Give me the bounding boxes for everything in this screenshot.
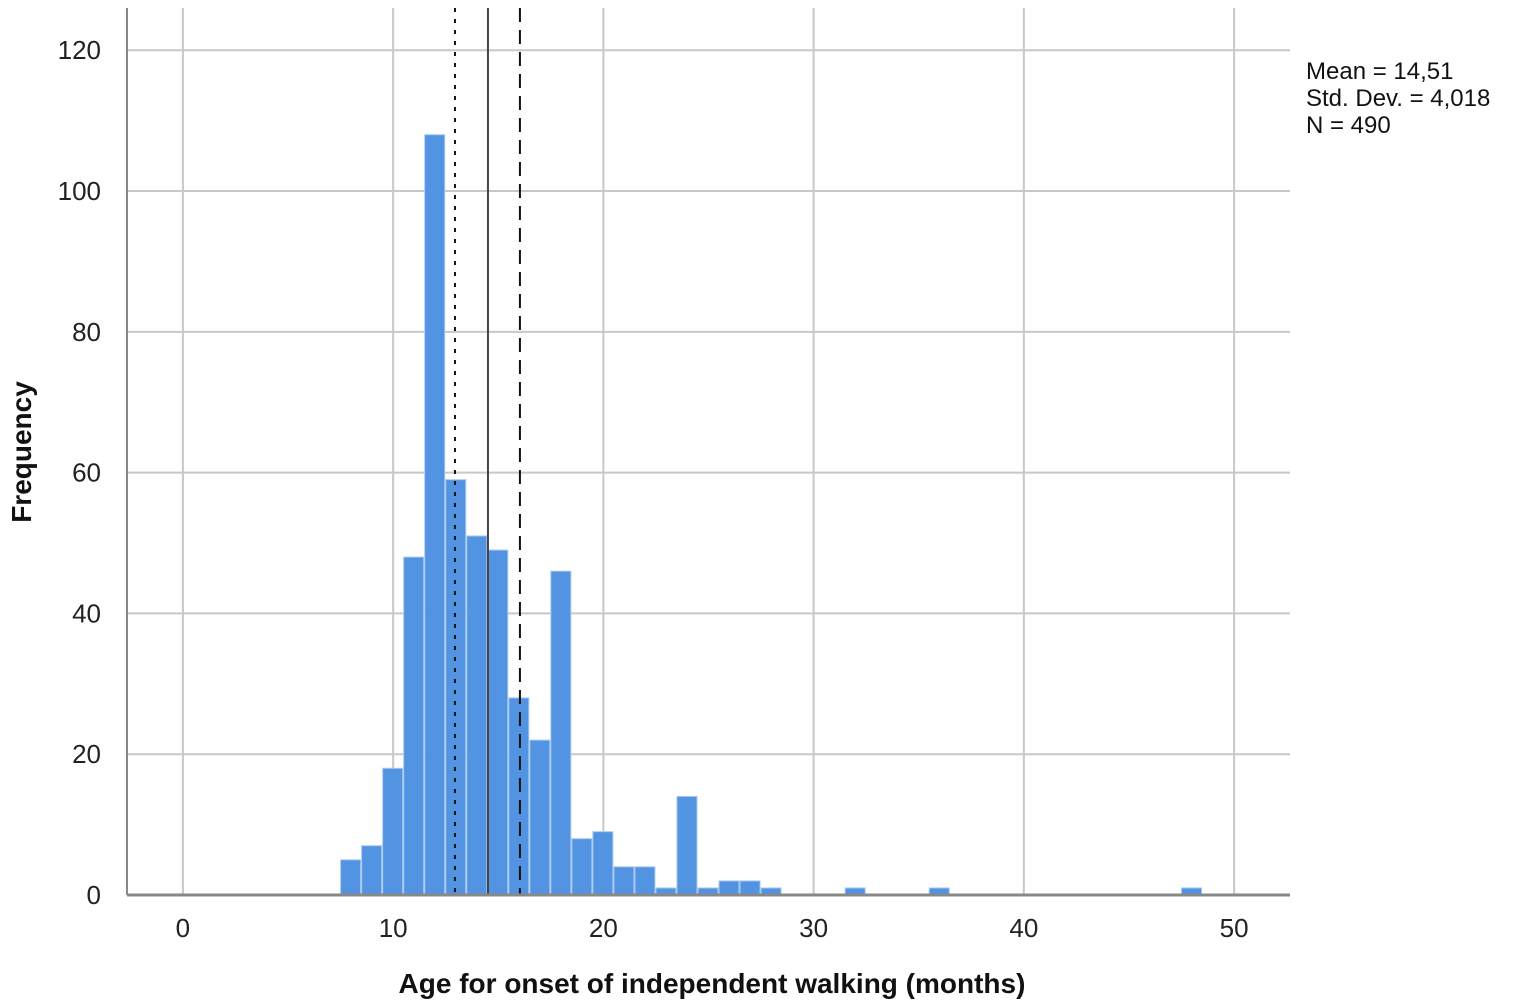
histogram-bar bbox=[592, 831, 614, 896]
x-tick-label: 20 bbox=[589, 913, 618, 943]
histogram-bar bbox=[718, 880, 740, 896]
x-tick-label: 10 bbox=[379, 913, 408, 943]
statistics-legend: Mean = 14,51 Std. Dev. = 4,018 N = 490 bbox=[1306, 58, 1490, 139]
histogram-bar bbox=[424, 134, 446, 896]
histogram-bar bbox=[403, 556, 425, 896]
histogram-bar bbox=[634, 866, 656, 896]
histogram-bar bbox=[382, 767, 404, 896]
stat-std-dev: Std. Dev. = 4,018 bbox=[1306, 85, 1491, 112]
histogram-bar bbox=[529, 739, 551, 896]
y-tick-label: 120 bbox=[58, 35, 101, 65]
x-tick-label: 0 bbox=[176, 913, 190, 943]
y-tick-label: 40 bbox=[72, 598, 101, 628]
gridlines bbox=[127, 8, 1290, 895]
x-tick-label: 50 bbox=[1220, 913, 1249, 943]
tick-labels: 0 10 20 30 40 50 0 20 40 60 80 100 120 bbox=[58, 35, 1249, 943]
x-tick-label: 40 bbox=[1009, 913, 1038, 943]
y-tick-label: 100 bbox=[58, 176, 101, 206]
bars bbox=[340, 134, 1203, 896]
histogram-bar bbox=[445, 479, 467, 896]
stat-n: N = 490 bbox=[1306, 112, 1391, 139]
y-axis-label: Frequency bbox=[6, 381, 37, 523]
y-tick-label: 80 bbox=[72, 317, 101, 347]
x-axis-label: Age for onset of independent walking (mo… bbox=[399, 968, 1026, 999]
histogram-bar bbox=[613, 866, 635, 896]
histogram-bar bbox=[466, 535, 488, 896]
histogram-bar bbox=[487, 549, 509, 896]
reference-lines bbox=[453, 8, 521, 895]
x-tick-label: 30 bbox=[799, 913, 828, 943]
histogram-bar bbox=[361, 845, 383, 896]
y-tick-label: 60 bbox=[72, 458, 101, 488]
stat-mean: Mean = 14,51 bbox=[1306, 58, 1454, 85]
histogram-bar bbox=[550, 570, 572, 896]
axes bbox=[126, 8, 1290, 897]
histogram-bar bbox=[571, 838, 593, 896]
histogram-bar bbox=[508, 697, 530, 896]
histogram-bar bbox=[676, 795, 698, 896]
y-tick-label: 20 bbox=[72, 739, 101, 769]
y-tick-label: 0 bbox=[87, 880, 101, 910]
histogram-bar bbox=[739, 880, 761, 896]
histogram-bar bbox=[340, 859, 362, 896]
